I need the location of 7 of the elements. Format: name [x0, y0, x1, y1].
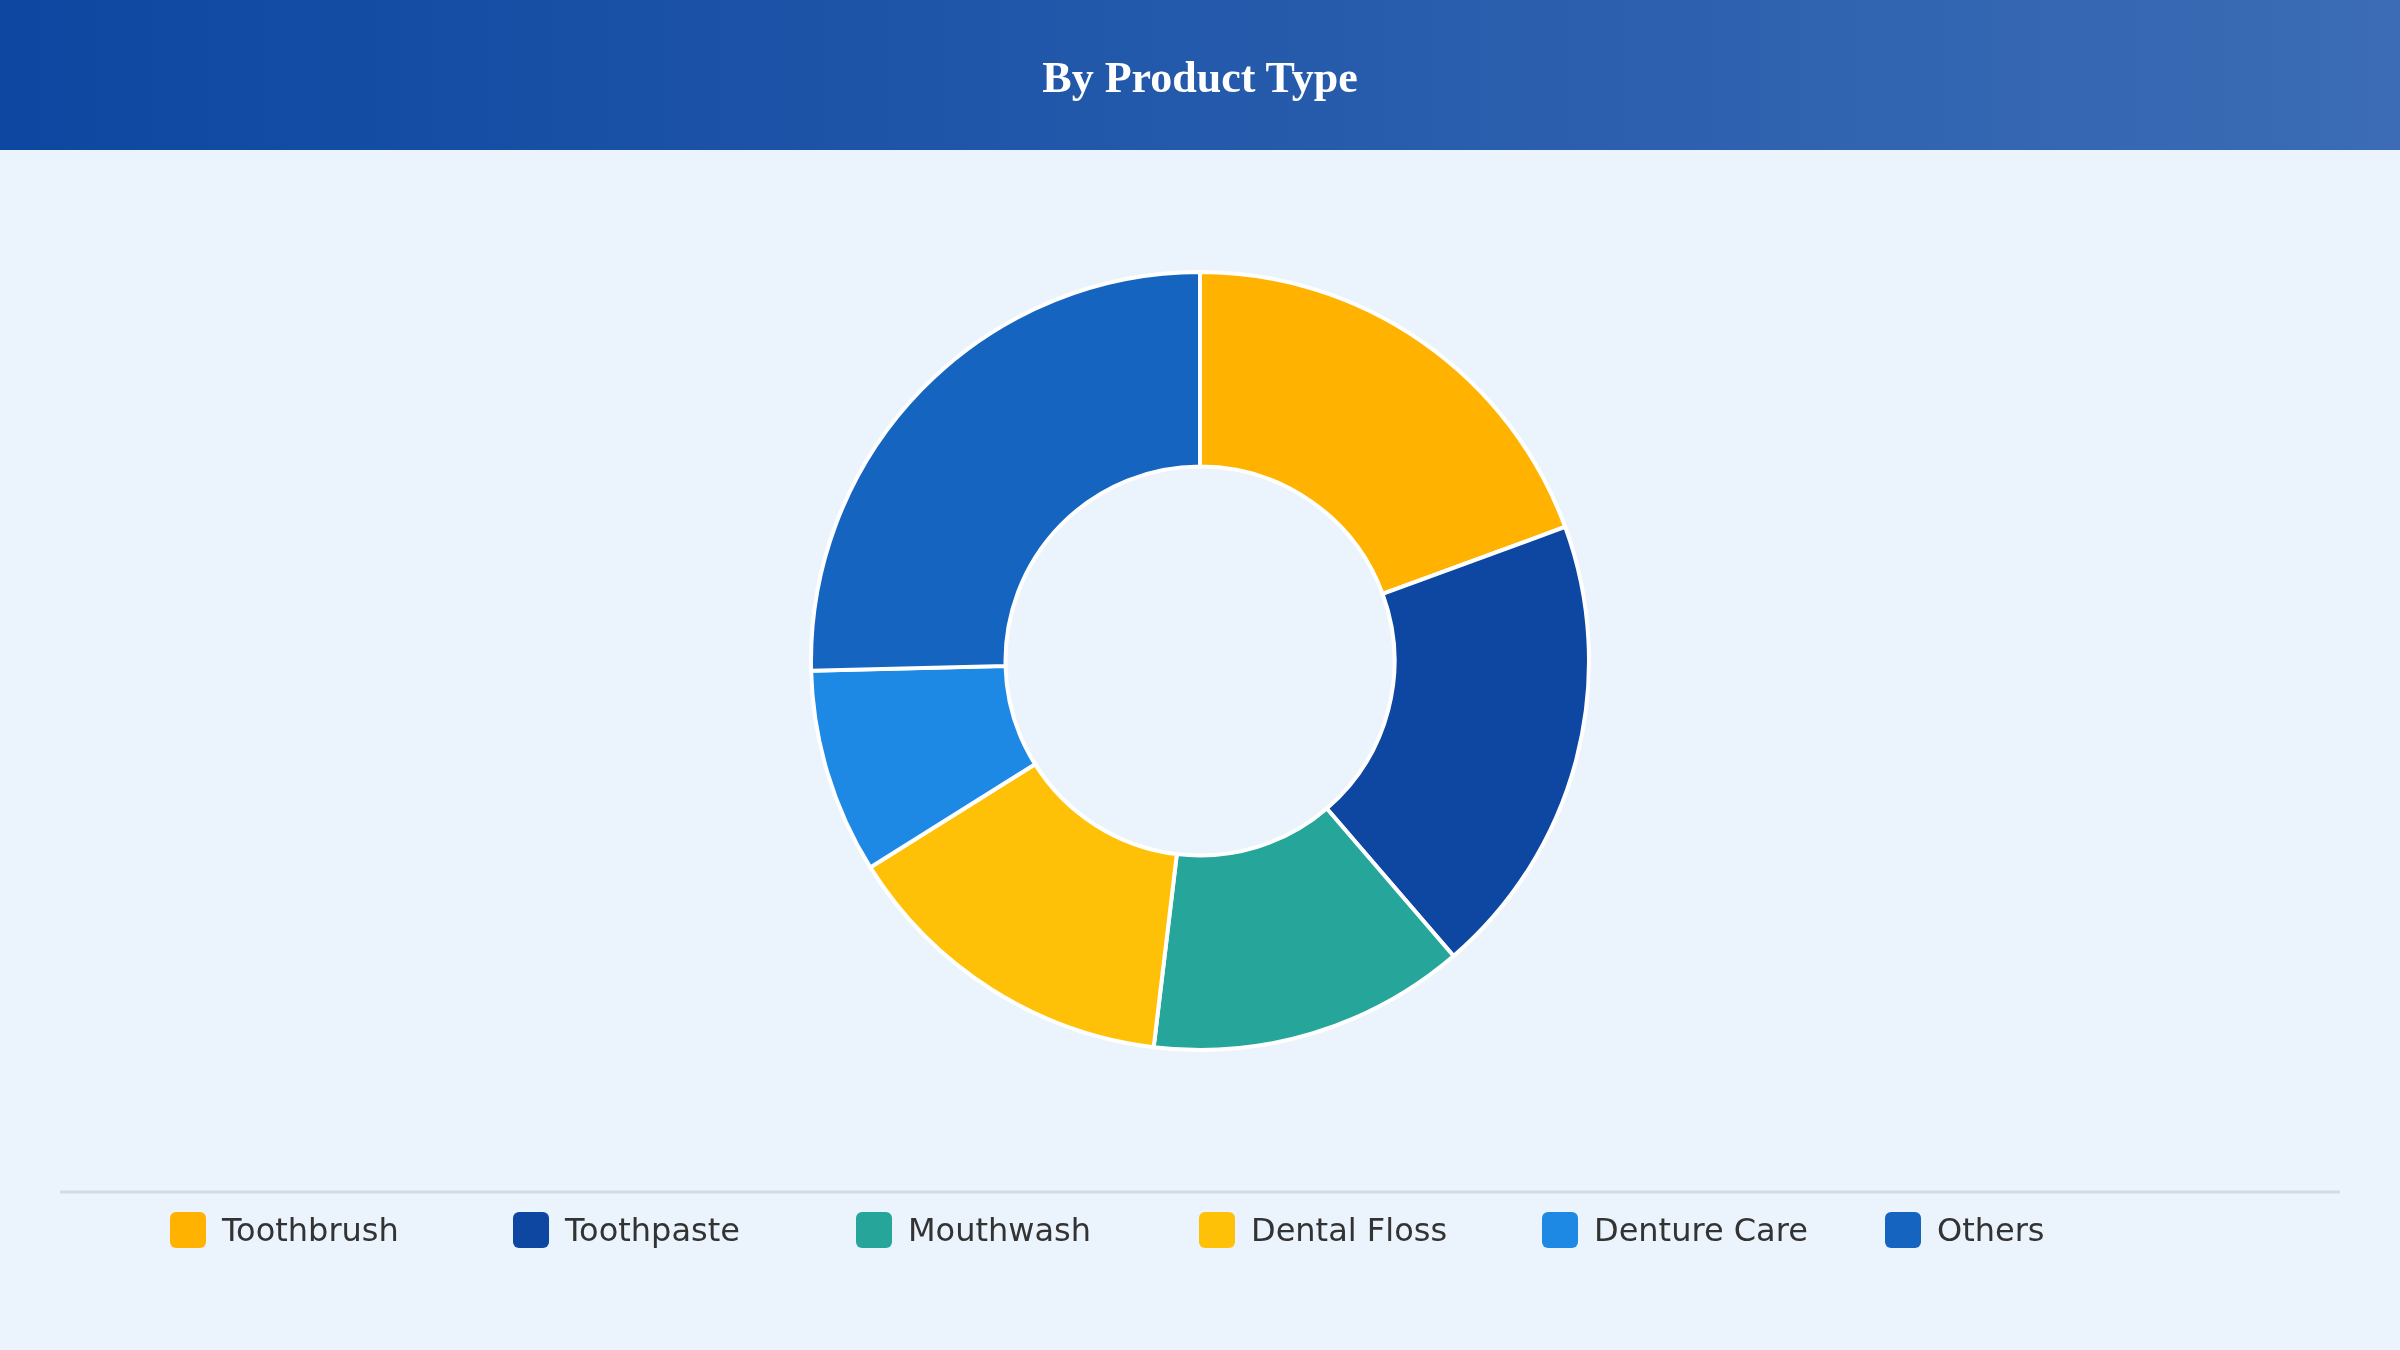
- legend-label: Dental Floss: [1251, 1211, 1448, 1249]
- chart-title: By Product Type: [1042, 53, 1358, 102]
- legend-label: Mouthwash: [908, 1211, 1092, 1249]
- legend-label: Denture Care: [1594, 1211, 1808, 1249]
- legend-label: Toothbrush: [221, 1211, 399, 1249]
- legend-label: Toothpaste: [564, 1211, 740, 1249]
- legend-label: Others: [1937, 1211, 2045, 1249]
